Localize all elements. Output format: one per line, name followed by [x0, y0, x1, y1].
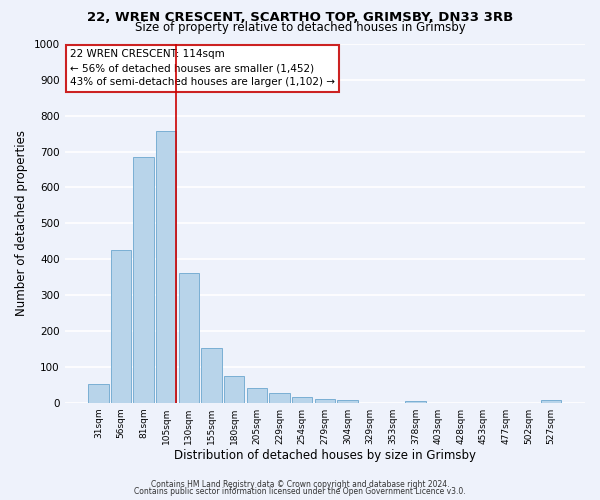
- Bar: [156, 131, 176, 402]
- Bar: [111, 250, 131, 402]
- Text: 22, WREN CRESCENT, SCARTHO TOP, GRIMSBY, DN33 3RB: 22, WREN CRESCENT, SCARTHO TOP, GRIMSBY,…: [87, 11, 513, 24]
- Bar: [314, 399, 335, 402]
- Bar: [224, 376, 244, 402]
- Bar: [337, 400, 358, 402]
- Text: Contains HM Land Registry data © Crown copyright and database right 2024.: Contains HM Land Registry data © Crown c…: [151, 480, 449, 489]
- Bar: [202, 348, 222, 403]
- Text: Contains public sector information licensed under the Open Government Licence v3: Contains public sector information licen…: [134, 487, 466, 496]
- Bar: [88, 384, 109, 402]
- Bar: [269, 392, 290, 402]
- X-axis label: Distribution of detached houses by size in Grimsby: Distribution of detached houses by size …: [174, 450, 476, 462]
- Text: Size of property relative to detached houses in Grimsby: Size of property relative to detached ho…: [134, 21, 466, 34]
- Bar: [133, 157, 154, 402]
- Text: 22 WREN CRESCENT: 114sqm
← 56% of detached houses are smaller (1,452)
43% of sem: 22 WREN CRESCENT: 114sqm ← 56% of detach…: [70, 50, 335, 88]
- Bar: [247, 388, 267, 402]
- Bar: [179, 273, 199, 402]
- Bar: [292, 398, 313, 402]
- Bar: [541, 400, 562, 402]
- Y-axis label: Number of detached properties: Number of detached properties: [15, 130, 28, 316]
- Bar: [405, 401, 425, 402]
